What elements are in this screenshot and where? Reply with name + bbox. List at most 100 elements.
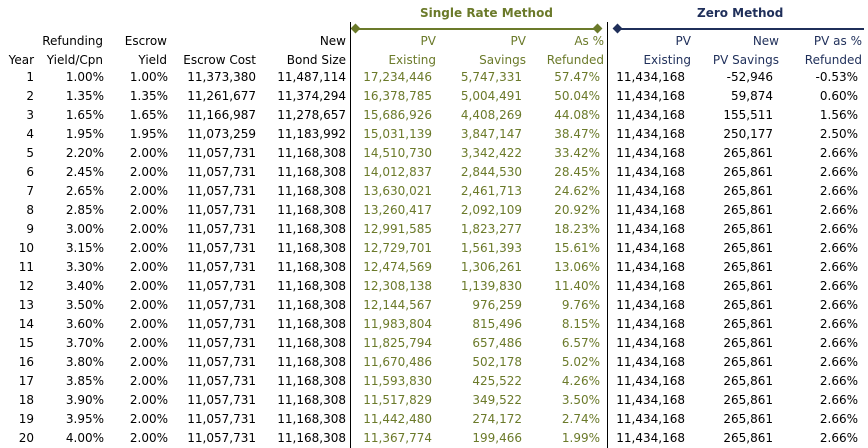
cell-year: 8 <box>26 203 34 217</box>
cell-escrow-cost: 11,057,731 <box>187 355 256 369</box>
cell-z-pv-pct-refunded: 2.66% <box>819 184 858 198</box>
cell-sr-pv-savings: 1,823,277 <box>460 222 522 236</box>
cell-sr-pct-refunded: 5.02% <box>561 355 600 369</box>
cell-sr-pv-existing: 12,474,569 <box>363 260 432 274</box>
cell-year: 6 <box>26 165 34 179</box>
cell-z-pv-pct-refunded: 2.66% <box>819 412 858 426</box>
table-row: 16 3.80% 2.00% 11,057,731 11,168,308 11,670,4… <box>0 353 858 372</box>
header-escrow-cost-line2: Escrow Cost <box>183 53 256 67</box>
cell-sr-pct-refunded: 11.40% <box>554 279 600 293</box>
cell-new-bond-size: 11,183,992 <box>277 127 346 141</box>
cell-year: 10 <box>18 241 34 255</box>
cell-new-bond-size: 11,487,114 <box>277 70 346 84</box>
cell-z-pv-existing: 11,434,168 <box>616 165 685 179</box>
cell-z-new-pv-savings: 265,861 <box>723 298 773 312</box>
cell-z-new-pv-savings: -52,946 <box>726 70 773 84</box>
cell-z-new-pv-savings: 265,861 <box>723 393 773 407</box>
cell-sr-pv-existing: 12,144,567 <box>363 298 432 312</box>
cell-sr-pv-existing: 12,991,585 <box>363 222 432 236</box>
cell-sr-pv-existing: 11,825,794 <box>363 336 432 350</box>
cell-new-bond-size: 11,168,308 <box>277 165 346 179</box>
cell-sr-pv-existing: 11,517,829 <box>363 393 432 407</box>
header-z-pv-existing-line2: Existing <box>643 53 691 67</box>
cell-z-pv-pct-refunded: 1.56% <box>819 108 858 122</box>
header-sr-pct-line2: Refunded <box>546 53 604 67</box>
cell-escrow-cost: 11,057,731 <box>187 184 256 198</box>
cell-refunding-yield: 3.50% <box>65 298 104 312</box>
cell-z-new-pv-savings: 59,874 <box>731 89 773 103</box>
table-row: 6 2.45% 2.00% 11,057,731 11,168,308 14,012,83… <box>0 163 858 182</box>
cell-new-bond-size: 11,374,294 <box>277 89 346 103</box>
cell-z-pv-existing: 11,434,168 <box>616 127 685 141</box>
table-row: 7 2.65% 2.00% 11,057,731 11,168,308 13,630,02… <box>0 182 858 201</box>
cell-year: 9 <box>26 222 34 236</box>
cell-z-pv-existing: 11,434,168 <box>616 355 685 369</box>
cell-escrow-cost: 11,057,731 <box>187 241 256 255</box>
cell-sr-pv-existing: 16,378,785 <box>363 89 432 103</box>
header-sr-pv-existing-line1: PV <box>420 34 436 48</box>
cell-sr-pv-savings: 3,847,147 <box>460 127 522 141</box>
cell-z-pv-pct-refunded: 2.66% <box>819 336 858 350</box>
header-new-bond-line1: New <box>319 34 346 48</box>
cell-sr-pct-refunded: 57.47% <box>554 70 600 84</box>
cell-sr-pct-refunded: 13.06% <box>554 260 600 274</box>
cell-z-pv-existing: 11,434,168 <box>616 374 685 388</box>
cell-sr-pv-savings: 1,306,261 <box>460 260 522 274</box>
cell-new-bond-size: 11,278,657 <box>277 108 346 122</box>
cell-sr-pct-refunded: 38.47% <box>554 127 600 141</box>
cell-z-pv-existing: 11,434,168 <box>616 279 685 293</box>
cell-sr-pv-savings: 2,844,530 <box>460 165 522 179</box>
cell-sr-pct-refunded: 18.23% <box>554 222 600 236</box>
single-rate-bracket-left-diamond <box>350 23 361 34</box>
cell-z-pv-existing: 11,434,168 <box>616 203 685 217</box>
cell-escrow-yield: 2.00% <box>129 355 168 369</box>
cell-refunding-yield: 3.95% <box>65 412 104 426</box>
cell-sr-pv-existing: 12,729,701 <box>363 241 432 255</box>
cell-sr-pv-savings: 657,486 <box>472 336 522 350</box>
cell-sr-pv-savings: 2,092,109 <box>460 203 522 217</box>
cell-z-pv-existing: 11,434,168 <box>616 146 685 160</box>
cell-refunding-yield: 3.30% <box>65 260 104 274</box>
cell-sr-pv-savings: 5,004,491 <box>460 89 522 103</box>
table-row: 10 3.15% 2.00% 11,057,731 11,168,308 12,729,7… <box>0 239 858 258</box>
cell-escrow-cost: 11,057,731 <box>187 374 256 388</box>
cell-z-pv-pct-refunded: 2.50% <box>819 127 858 141</box>
cell-z-pv-pct-refunded: 2.66% <box>819 165 858 179</box>
header-escrow-line1: Escrow <box>124 34 167 48</box>
cell-sr-pv-existing: 11,983,804 <box>363 317 432 331</box>
header-escrow-line2: Yield <box>138 53 167 67</box>
cell-refunding-yield: 3.90% <box>65 393 104 407</box>
cell-sr-pct-refunded: 24.62% <box>554 184 600 198</box>
separator-zero <box>607 22 608 448</box>
cell-new-bond-size: 11,168,308 <box>277 336 346 350</box>
cell-sr-pv-existing: 13,260,417 <box>363 203 432 217</box>
cell-sr-pct-refunded: 1.99% <box>561 431 600 445</box>
cell-new-bond-size: 11,168,308 <box>277 355 346 369</box>
cell-sr-pct-refunded: 28.45% <box>554 165 600 179</box>
cell-new-bond-size: 11,168,308 <box>277 431 346 445</box>
cell-year: 5 <box>26 146 34 160</box>
cell-z-pv-existing: 11,434,168 <box>616 89 685 103</box>
single-rate-method-title: Single Rate Method <box>420 6 553 20</box>
cell-escrow-yield: 2.00% <box>129 184 168 198</box>
cell-sr-pv-savings: 1,139,830 <box>460 279 522 293</box>
cell-z-new-pv-savings: 250,177 <box>723 127 773 141</box>
table-row: 15 3.70% 2.00% 11,057,731 11,168,308 11,825,7… <box>0 334 858 353</box>
header-refunding-line1: Refunding <box>42 34 103 48</box>
cell-sr-pct-refunded: 4.26% <box>561 374 600 388</box>
cell-z-new-pv-savings: 265,861 <box>723 241 773 255</box>
cell-z-pv-pct-refunded: 2.66% <box>819 317 858 331</box>
cell-sr-pct-refunded: 6.57% <box>561 336 600 350</box>
cell-sr-pct-refunded: 3.50% <box>561 393 600 407</box>
cell-sr-pv-savings: 5,747,331 <box>460 70 522 84</box>
table-row: 14 3.60% 2.00% 11,057,731 11,168,308 11,983,8… <box>0 315 858 334</box>
cell-z-pv-existing: 11,434,168 <box>616 298 685 312</box>
cell-z-pv-pct-refunded: 2.66% <box>819 222 858 236</box>
table-row: 3 1.65% 1.65% 11,166,987 11,278,657 15,686,92… <box>0 106 858 125</box>
cell-new-bond-size: 11,168,308 <box>277 393 346 407</box>
cell-escrow-yield: 2.00% <box>129 412 168 426</box>
cell-escrow-cost: 11,057,731 <box>187 393 256 407</box>
cell-sr-pv-existing: 15,686,926 <box>363 108 432 122</box>
cell-new-bond-size: 11,168,308 <box>277 203 346 217</box>
cell-year: 4 <box>26 127 34 141</box>
